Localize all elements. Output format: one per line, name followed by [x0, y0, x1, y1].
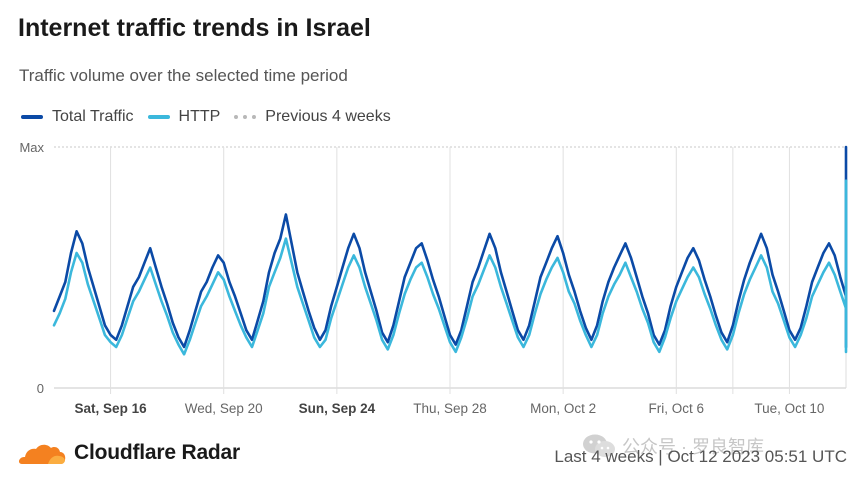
cloudflare-cloud-icon	[18, 444, 66, 464]
legend-label-http: HTTP	[178, 108, 221, 125]
x-tick-label: Mon, Oct 2	[530, 401, 596, 416]
wechat-watermark: 公众号 · 罗良智库	[582, 433, 764, 459]
x-tick-label: Wed, Sep 20	[185, 401, 263, 416]
chart-subtitle: Traffic volume over the selected time pe…	[19, 66, 348, 85]
y-tick-label-zero: 0	[37, 381, 44, 396]
series-layer	[52, 145, 848, 356]
x-tick-label: Sat, Sep 16	[75, 401, 148, 416]
legend-item-total[interactable]: Total Traffic	[21, 108, 134, 126]
legend-item-http[interactable]: HTTP	[147, 108, 221, 126]
footer-brand-name: Cloudflare Radar	[74, 441, 240, 464]
x-tick-label: Fri, Oct 6	[649, 401, 705, 416]
legend-label-previous: Previous 4 weeks	[265, 108, 391, 125]
x-tick-label: Thu, Sep 28	[413, 401, 487, 416]
legend-label-total: Total Traffic	[52, 108, 134, 125]
legend-item-previous[interactable]: Previous 4 weeks	[234, 108, 391, 126]
grid-layer	[54, 146, 847, 394]
watermark-text: 公众号 · 罗良智库	[622, 437, 764, 457]
time-range-info: Last 4 weeks | Oct 12 2023 05:51 UTC	[554, 447, 847, 466]
series-line-http	[52, 179, 848, 356]
wechat-icon	[583, 434, 615, 457]
legend-swatch-previous	[234, 115, 257, 119]
chart-title: Internet traffic trends in Israel	[18, 14, 371, 42]
legend: Total Traffic HTTP Previous 4 weeks	[21, 108, 405, 126]
x-tick-label: Sun, Sep 24	[299, 401, 376, 416]
y-tick-label-max: Max	[19, 140, 44, 155]
x-tick-label: Tue, Oct 10	[754, 401, 824, 416]
legend-swatch-http	[147, 115, 170, 119]
axis-layer: Max 0 Sat, Sep 16 Wed, Sep 20 Sun, Sep 24 Thu…	[19, 140, 824, 416]
legend-swatch-total	[21, 115, 43, 119]
cloudflare-radar-logo[interactable]: Cloudflare Radar	[18, 440, 240, 466]
